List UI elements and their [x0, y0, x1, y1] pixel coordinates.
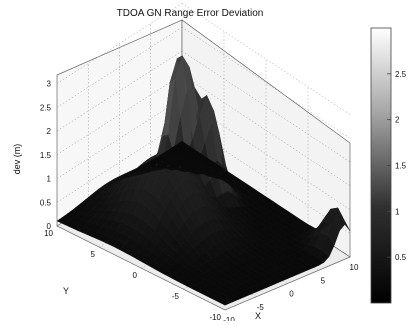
colorbar-tick-label: 1.5: [395, 162, 407, 171]
y-tick-label: 5: [91, 250, 96, 259]
y-tick-label: -5: [172, 292, 180, 301]
z-tick-label: 1: [47, 175, 52, 184]
z-gridline: [56, 122, 183, 203]
z-tick-label: 2.5: [40, 103, 52, 112]
x-tick-label: 5: [321, 276, 326, 285]
z-tick-label: 1.5: [40, 151, 52, 160]
x-tick-label: 10: [350, 263, 359, 272]
x-axis-label: X: [255, 311, 261, 321]
colorbar-tick-label: 1: [395, 207, 400, 216]
surface: [56, 55, 351, 306]
z-gridline: [56, 3, 183, 84]
colorbar-tick-label: 2: [395, 116, 400, 125]
x-tick-label: 0: [289, 290, 294, 299]
y-axis-label: Y: [63, 286, 69, 296]
colorbar-tick-label: 0.5: [395, 253, 407, 262]
z-tick-label: 0.5: [40, 198, 52, 207]
z-gridline: [56, 27, 183, 108]
colorbar-ticks: 0.5 1 1.5 2 2.5: [387, 70, 407, 262]
x-tick-label: -5: [257, 303, 265, 312]
z-tick-label: 3: [47, 80, 52, 89]
x-tick-label: -10: [223, 316, 235, 321]
colorbar-tick-label: 2.5: [395, 70, 407, 79]
y-tick-label: 10: [44, 229, 53, 238]
z-axis-label: dev (m): [12, 144, 22, 175]
y-tick-label: -10: [209, 313, 221, 321]
chart-title: TDOA GN Range Error Deviation: [117, 8, 264, 19]
z-gridline: [56, 98, 183, 179]
z-tick-label: 2: [47, 127, 52, 136]
y-tick-label: 0: [133, 271, 138, 280]
z-tick-label: 0: [47, 222, 52, 231]
surface-patch: [337, 207, 351, 232]
